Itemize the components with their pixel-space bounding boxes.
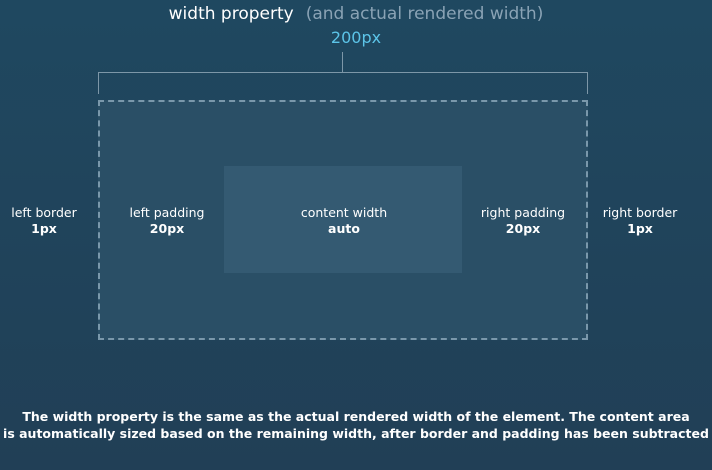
bracket-top xyxy=(98,72,588,73)
right-border-name: right border xyxy=(602,205,678,220)
right-border-value: 1px xyxy=(627,221,653,236)
bracket-left-tick xyxy=(98,72,99,94)
title-main: width property xyxy=(168,4,294,24)
content-width-label: content width auto xyxy=(284,205,404,237)
content-box xyxy=(224,166,462,273)
right-padding-value: 20px xyxy=(505,221,541,236)
caption-line-1: The width property is the same as the ac… xyxy=(22,409,690,424)
right-padding-label: right padding 20px xyxy=(468,205,578,237)
content-width-value: auto xyxy=(328,221,360,236)
width-value: 200px xyxy=(330,28,382,47)
left-border-label: left border 1px xyxy=(4,205,84,237)
right-padding-name: right padding xyxy=(480,205,566,220)
title-subtitle: (and actual rendered width) xyxy=(305,4,544,24)
left-padding-value: 20px xyxy=(149,221,185,236)
left-padding-name: left padding xyxy=(129,205,205,220)
bracket-stem xyxy=(342,52,343,72)
content-width-name: content width xyxy=(300,205,388,220)
left-padding-label: left padding 20px xyxy=(117,205,217,237)
caption: The width property is the same as the ac… xyxy=(0,408,712,442)
diagram-title: width property (and actual rendered width… xyxy=(0,4,712,24)
left-border-name: left border xyxy=(11,205,77,220)
left-border-value: 1px xyxy=(31,221,57,236)
caption-line-2: is automatically sized based on the rema… xyxy=(3,426,709,441)
bracket-right-tick xyxy=(587,72,588,94)
right-border-label: right border 1px xyxy=(596,205,684,237)
